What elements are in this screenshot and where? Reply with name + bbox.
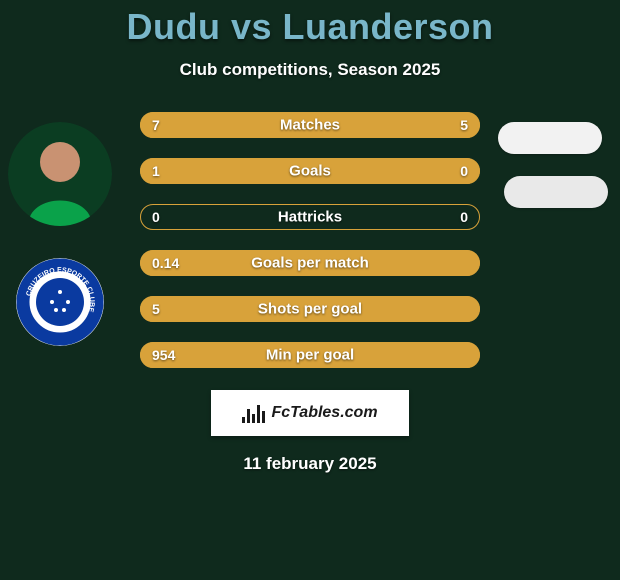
stat-value-right: 5 [460,117,468,133]
stat-label: Goals [289,163,331,180]
stat-row: 0 0 Hattricks [140,204,480,230]
stat-value-left: 1 [152,163,160,179]
stat-value-left: 0 [152,209,160,225]
stat-bar-fill-right [338,112,480,138]
stat-value-left: 7 [152,117,160,133]
stat-label: Min per goal [266,347,354,364]
player-avatar-icon [8,122,112,226]
player-avatar-right-placeholder-2 [504,176,608,208]
club-badge-left: CRUZEIRO ESPORTE CLUBE [16,258,104,346]
bar-chart-icon [242,403,265,423]
player-avatar-right-placeholder-1 [498,122,602,154]
stat-value-left: 0.14 [152,255,179,271]
stat-label: Goals per match [251,255,369,272]
player-avatar-left [8,122,112,226]
stat-value-left: 954 [152,347,175,363]
stat-row: 954 Min per goal [140,342,480,368]
stat-value-right: 0 [460,209,468,225]
stat-label: Hattricks [278,209,342,226]
footer-source-text: FcTables.com [271,404,377,422]
stat-row: 5 Shots per goal [140,296,480,322]
stat-row: 7 5 Matches [140,112,480,138]
page-title: Dudu vs Luanderson [126,6,493,48]
stat-value-left: 5 [152,301,160,317]
footer-source-badge: FcTables.com [211,390,409,436]
stat-row: 1 0 Goals [140,158,480,184]
stat-label: Matches [280,117,340,134]
stat-label: Shots per goal [258,301,362,318]
club-badge-icon: CRUZEIRO ESPORTE CLUBE [16,258,104,346]
subtitle: Club competitions, Season 2025 [180,60,441,80]
stat-row: 0.14 Goals per match [140,250,480,276]
stat-value-right: 0 [460,163,468,179]
footer-date: 11 february 2025 [243,454,376,474]
